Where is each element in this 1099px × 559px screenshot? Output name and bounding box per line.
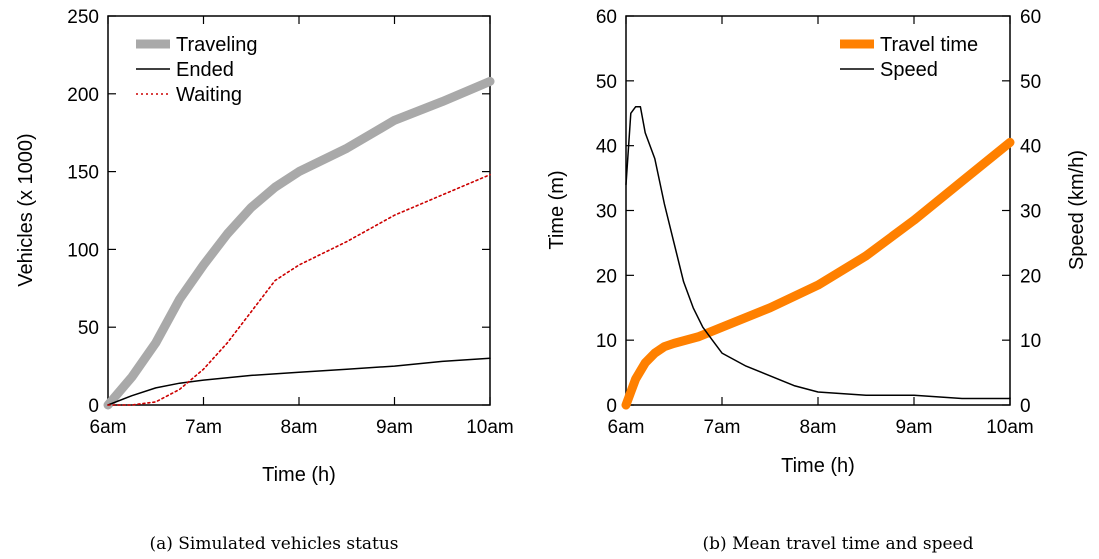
chart-a-series [103, 76, 495, 410]
chart-b-y2label: Speed (km/h) [1066, 150, 1088, 270]
chart-b-y2tick-label: 20 [1020, 266, 1041, 287]
chart-a-xlabel: Time (h) [262, 464, 336, 486]
chart-b-xtick-label: 8am [800, 417, 837, 438]
chart-b-xtick-label: 7am [704, 417, 741, 438]
chart-a-ytick-label: 50 [78, 318, 99, 339]
chart-b-xtick-label: 9am [896, 417, 933, 438]
chart-a-ytick-label: 100 [67, 240, 99, 261]
chart-a-series-ended [107, 357, 491, 406]
chart-a-ytick-label: 0 [88, 396, 99, 417]
chart-a: 6am 7am 8am 9am 10am 0 50 100 150 200 250 Travelin… [15, 7, 514, 554]
chart-a-ylabel: Vehicles (x 1000) [15, 133, 37, 286]
chart-a-ytick-label: 150 [67, 163, 99, 184]
chart-a-legend-label: Traveling [176, 34, 258, 56]
chart-a-xtick-label: 10am [466, 417, 514, 438]
chart-b-y2tick-label: 10 [1020, 331, 1041, 352]
chart-b-y2tick-label: 40 [1020, 137, 1041, 158]
chart-b-series-travel-time [621, 137, 1015, 410]
chart-a-series-waiting [107, 173, 491, 406]
chart-a-caption: (a) Simulated vehicles status [149, 534, 398, 554]
chart-b-ticks: 6am 7am 8am 9am 10am010203040506001020304050… [596, 7, 1041, 438]
chart-a-ticks: 6am 7am 8am 9am 10am 0 50 100 150 200 250 [67, 7, 513, 438]
chart-a-ytick-label: 250 [67, 7, 99, 28]
chart-b-series [621, 106, 1015, 410]
chart-b-caption: (b) Mean travel time and speed [703, 534, 974, 554]
chart-a-legend-label: Waiting [176, 84, 242, 106]
chart-b-ytick-label: 50 [596, 72, 617, 93]
chart-a-xtick-label: 9am [376, 417, 413, 438]
chart-b-ytick-label: 60 [596, 7, 617, 28]
chart-a-series-traveling [103, 76, 495, 410]
chart-a-xtick-label: 6am [90, 417, 127, 438]
chart-a-legend: Traveling Ended Waiting [136, 34, 258, 106]
chart-b-ytick-label: 20 [596, 266, 617, 287]
chart-b-y2tick-label: 0 [1020, 396, 1031, 417]
chart-b-ytick-label: 30 [596, 202, 617, 223]
chart-b-y2tick-label: 60 [1020, 7, 1041, 28]
chart-b-ytick-label: 0 [606, 396, 617, 417]
chart-b-xlabel: Time (h) [781, 455, 855, 477]
chart-a-ytick-label: 200 [67, 85, 99, 106]
chart-a-xtick-label: 8am [281, 417, 318, 438]
chart-a-xtick-label: 7am [185, 417, 222, 438]
chart-b: 6am 7am 8am 9am 10am010203040506001020304050… [546, 7, 1088, 554]
chart-b-ytick-label: 10 [596, 331, 617, 352]
chart-b-ylabel: Time (m) [546, 170, 568, 249]
chart-b-series-speed [625, 106, 1011, 400]
chart-b-frame [625, 15, 1011, 406]
chart-b-xtick-label: 10am [986, 417, 1034, 438]
chart-b-legend-label: Travel time [880, 34, 978, 56]
chart-b-ytick-label: 40 [596, 137, 617, 158]
chart-b-y2tick-label: 50 [1020, 72, 1041, 93]
chart-a-frame [107, 15, 491, 406]
chart-b-xtick-label: 6am [608, 417, 645, 438]
chart-b-y2tick-label: 30 [1020, 202, 1041, 223]
chart-a-legend-label: Ended [176, 59, 234, 81]
chart-b-legend: Travel time Speed [840, 34, 978, 81]
chart-b-legend-label: Speed [880, 59, 938, 81]
